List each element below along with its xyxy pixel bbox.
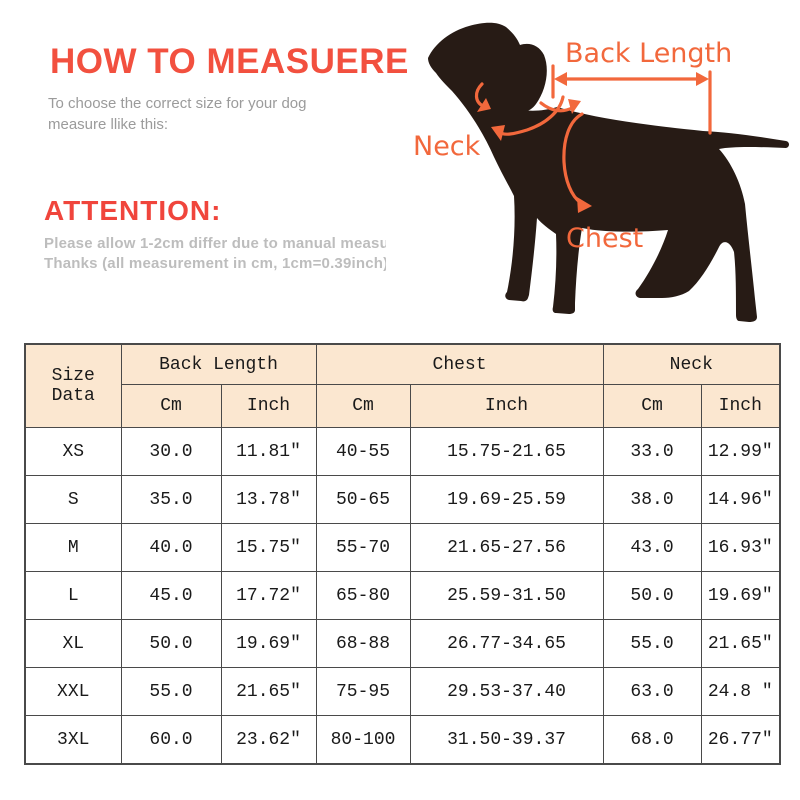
cell-chest-inch: 25.59-31.50 bbox=[409, 571, 604, 620]
cell-neck-inch: 26.77″ bbox=[700, 715, 781, 765]
table-row-m: M 40.0 15.75″ 55-70 21.65-27.56 43.0 16.… bbox=[24, 523, 781, 572]
back-length-right-arrowhead bbox=[696, 72, 709, 86]
unit-header-neck-inch: Inch bbox=[700, 384, 781, 428]
table-row-xl: XL 50.0 19.69″ 68-88 26.77-34.65 55.0 21… bbox=[24, 619, 781, 668]
back-length-label: Back Length bbox=[565, 38, 732, 69]
cell-chest-cm: 75-95 bbox=[315, 667, 411, 716]
table-row-s: S 35.0 13.78″ 50-65 19.69-25.59 38.0 14.… bbox=[24, 475, 781, 524]
cell-back-inch: 15.75″ bbox=[220, 523, 317, 572]
cell-back-cm: 50.0 bbox=[120, 619, 222, 668]
chest-arrowhead-top bbox=[568, 99, 581, 114]
chest-arrowhead-bottom bbox=[577, 197, 592, 213]
cell-back-inch: 17.72″ bbox=[220, 571, 317, 620]
size-data-corner-cell: Size Data bbox=[24, 343, 122, 428]
cell-back-inch: 11.81″ bbox=[220, 427, 317, 476]
unit-header-back-cm: Cm bbox=[120, 384, 222, 428]
chest-measure-curl bbox=[539, 101, 574, 113]
cell-neck-inch: 14.96″ bbox=[700, 475, 781, 524]
chest-measure-arc bbox=[562, 112, 584, 205]
cell-chest-cm: 40-55 bbox=[315, 427, 411, 476]
table-row-l: L 45.0 17.72″ 65-80 25.59-31.50 50.0 19.… bbox=[24, 571, 781, 620]
cell-chest-cm: 50-65 bbox=[315, 475, 411, 524]
cell-size: XS bbox=[24, 427, 122, 476]
cell-chest-inch: 21.65-27.56 bbox=[409, 523, 604, 572]
neck-arrowhead-left bbox=[491, 125, 505, 141]
size-chart: Size Data Back Length Chest Neck Cm Inch… bbox=[24, 343, 782, 765]
cell-chest-cm: 80-100 bbox=[315, 715, 411, 765]
unit-header-chest-inch: Inch bbox=[409, 384, 604, 428]
cell-neck-cm: 68.0 bbox=[602, 715, 702, 765]
back-length-left-arrowhead bbox=[554, 72, 567, 86]
cell-neck-cm: 50.0 bbox=[602, 571, 702, 620]
chest-label: Chest bbox=[566, 223, 643, 254]
group-header-neck: Neck bbox=[602, 343, 781, 385]
cell-back-cm: 35.0 bbox=[120, 475, 222, 524]
table-row-xs: XS 30.0 11.81″ 40-55 15.75-21.65 33.0 12… bbox=[24, 427, 781, 476]
table-unit-header-row: Cm Inch Cm Inch Cm Inch bbox=[25, 384, 781, 428]
cell-neck-cm: 33.0 bbox=[602, 427, 702, 476]
cell-size: S bbox=[24, 475, 122, 524]
cell-back-inch: 13.78″ bbox=[220, 475, 317, 524]
subtitle-line1: To choose the correct size for your dog bbox=[48, 95, 307, 112]
attention-note-line1: Please allow 1-2cm differ due to manual … bbox=[44, 235, 386, 252]
cell-chest-inch: 29.53-37.40 bbox=[409, 667, 604, 716]
cell-chest-cm: 55-70 bbox=[315, 523, 411, 572]
cell-back-inch: 23.62″ bbox=[220, 715, 317, 765]
cell-chest-inch: 19.69-25.59 bbox=[409, 475, 604, 524]
subtitle: To choose the correct size for your dog … bbox=[48, 93, 306, 135]
table-row-xxl: XXL 55.0 21.65″ 75-95 29.53-37.40 63.0 2… bbox=[24, 667, 781, 716]
cell-back-cm: 55.0 bbox=[120, 667, 222, 716]
cell-neck-inch: 12.99″ bbox=[700, 427, 781, 476]
dog-silhouette bbox=[428, 22, 789, 322]
group-header-chest: Chest bbox=[315, 343, 604, 385]
cell-size: 3XL bbox=[24, 715, 122, 765]
annotation-labels: Back Length Neck Chest bbox=[413, 38, 732, 254]
cell-back-cm: 40.0 bbox=[120, 523, 222, 572]
attention-heading: ATTENTION: bbox=[44, 195, 222, 226]
cell-neck-cm: 63.0 bbox=[602, 667, 702, 716]
annotation-arrowheads bbox=[477, 72, 709, 213]
cell-neck-inch: 21.65″ bbox=[700, 619, 781, 668]
group-header-back-length: Back Length bbox=[120, 343, 317, 385]
cell-neck-inch: 19.69″ bbox=[700, 571, 781, 620]
cell-neck-inch: 24.8 ″ bbox=[700, 667, 781, 716]
cell-back-inch: 19.69″ bbox=[220, 619, 317, 668]
cell-chest-inch: 26.77-34.65 bbox=[409, 619, 604, 668]
cell-size: XXL bbox=[24, 667, 122, 716]
cell-back-inch: 21.65″ bbox=[220, 667, 317, 716]
cell-back-cm: 60.0 bbox=[120, 715, 222, 765]
unit-header-back-inch: Inch bbox=[220, 384, 317, 428]
cell-neck-cm: 43.0 bbox=[602, 523, 702, 572]
annotation-strokes bbox=[474, 64, 712, 205]
neck-arrowhead-top bbox=[477, 98, 491, 112]
neck-measure-curl bbox=[474, 82, 485, 108]
attention-note: Please allow 1-2cm differ due to manual … bbox=[44, 234, 386, 273]
neck-label: Neck bbox=[413, 131, 481, 162]
attention-note-line2: Thanks (all measurement in cm, 1cm=0.39i… bbox=[44, 254, 386, 272]
unit-header-chest-cm: Cm bbox=[315, 384, 411, 428]
table-group-header-row: Size Data Back Length Chest Neck bbox=[24, 343, 781, 428]
cell-chest-inch: 31.50-39.37 bbox=[409, 715, 604, 765]
size-table: Size Data Back Length Chest Neck Cm Inch… bbox=[24, 343, 782, 765]
measurement-diagram: Back Length Neck Chest bbox=[395, 8, 800, 342]
cell-size: L bbox=[24, 571, 122, 620]
cell-neck-inch: 16.93″ bbox=[700, 523, 781, 572]
cell-back-cm: 45.0 bbox=[120, 571, 222, 620]
cell-size: M bbox=[24, 523, 122, 572]
cell-neck-cm: 38.0 bbox=[602, 475, 702, 524]
cell-chest-cm: 68-88 bbox=[315, 619, 411, 668]
cell-chest-inch: 15.75-21.65 bbox=[409, 427, 604, 476]
page-title: HOW TO MEASUERE bbox=[50, 42, 409, 81]
cell-neck-cm: 55.0 bbox=[602, 619, 702, 668]
unit-header-neck-cm: Cm bbox=[602, 384, 702, 428]
table-row-3xl: 3XL 60.0 23.62″ 80-100 31.50-39.37 68.0 … bbox=[24, 715, 781, 765]
cell-back-cm: 30.0 bbox=[120, 427, 222, 476]
subtitle-line2: measure llike this: bbox=[48, 116, 169, 133]
cell-chest-cm: 65-80 bbox=[315, 571, 411, 620]
cell-size: XL bbox=[24, 619, 122, 668]
